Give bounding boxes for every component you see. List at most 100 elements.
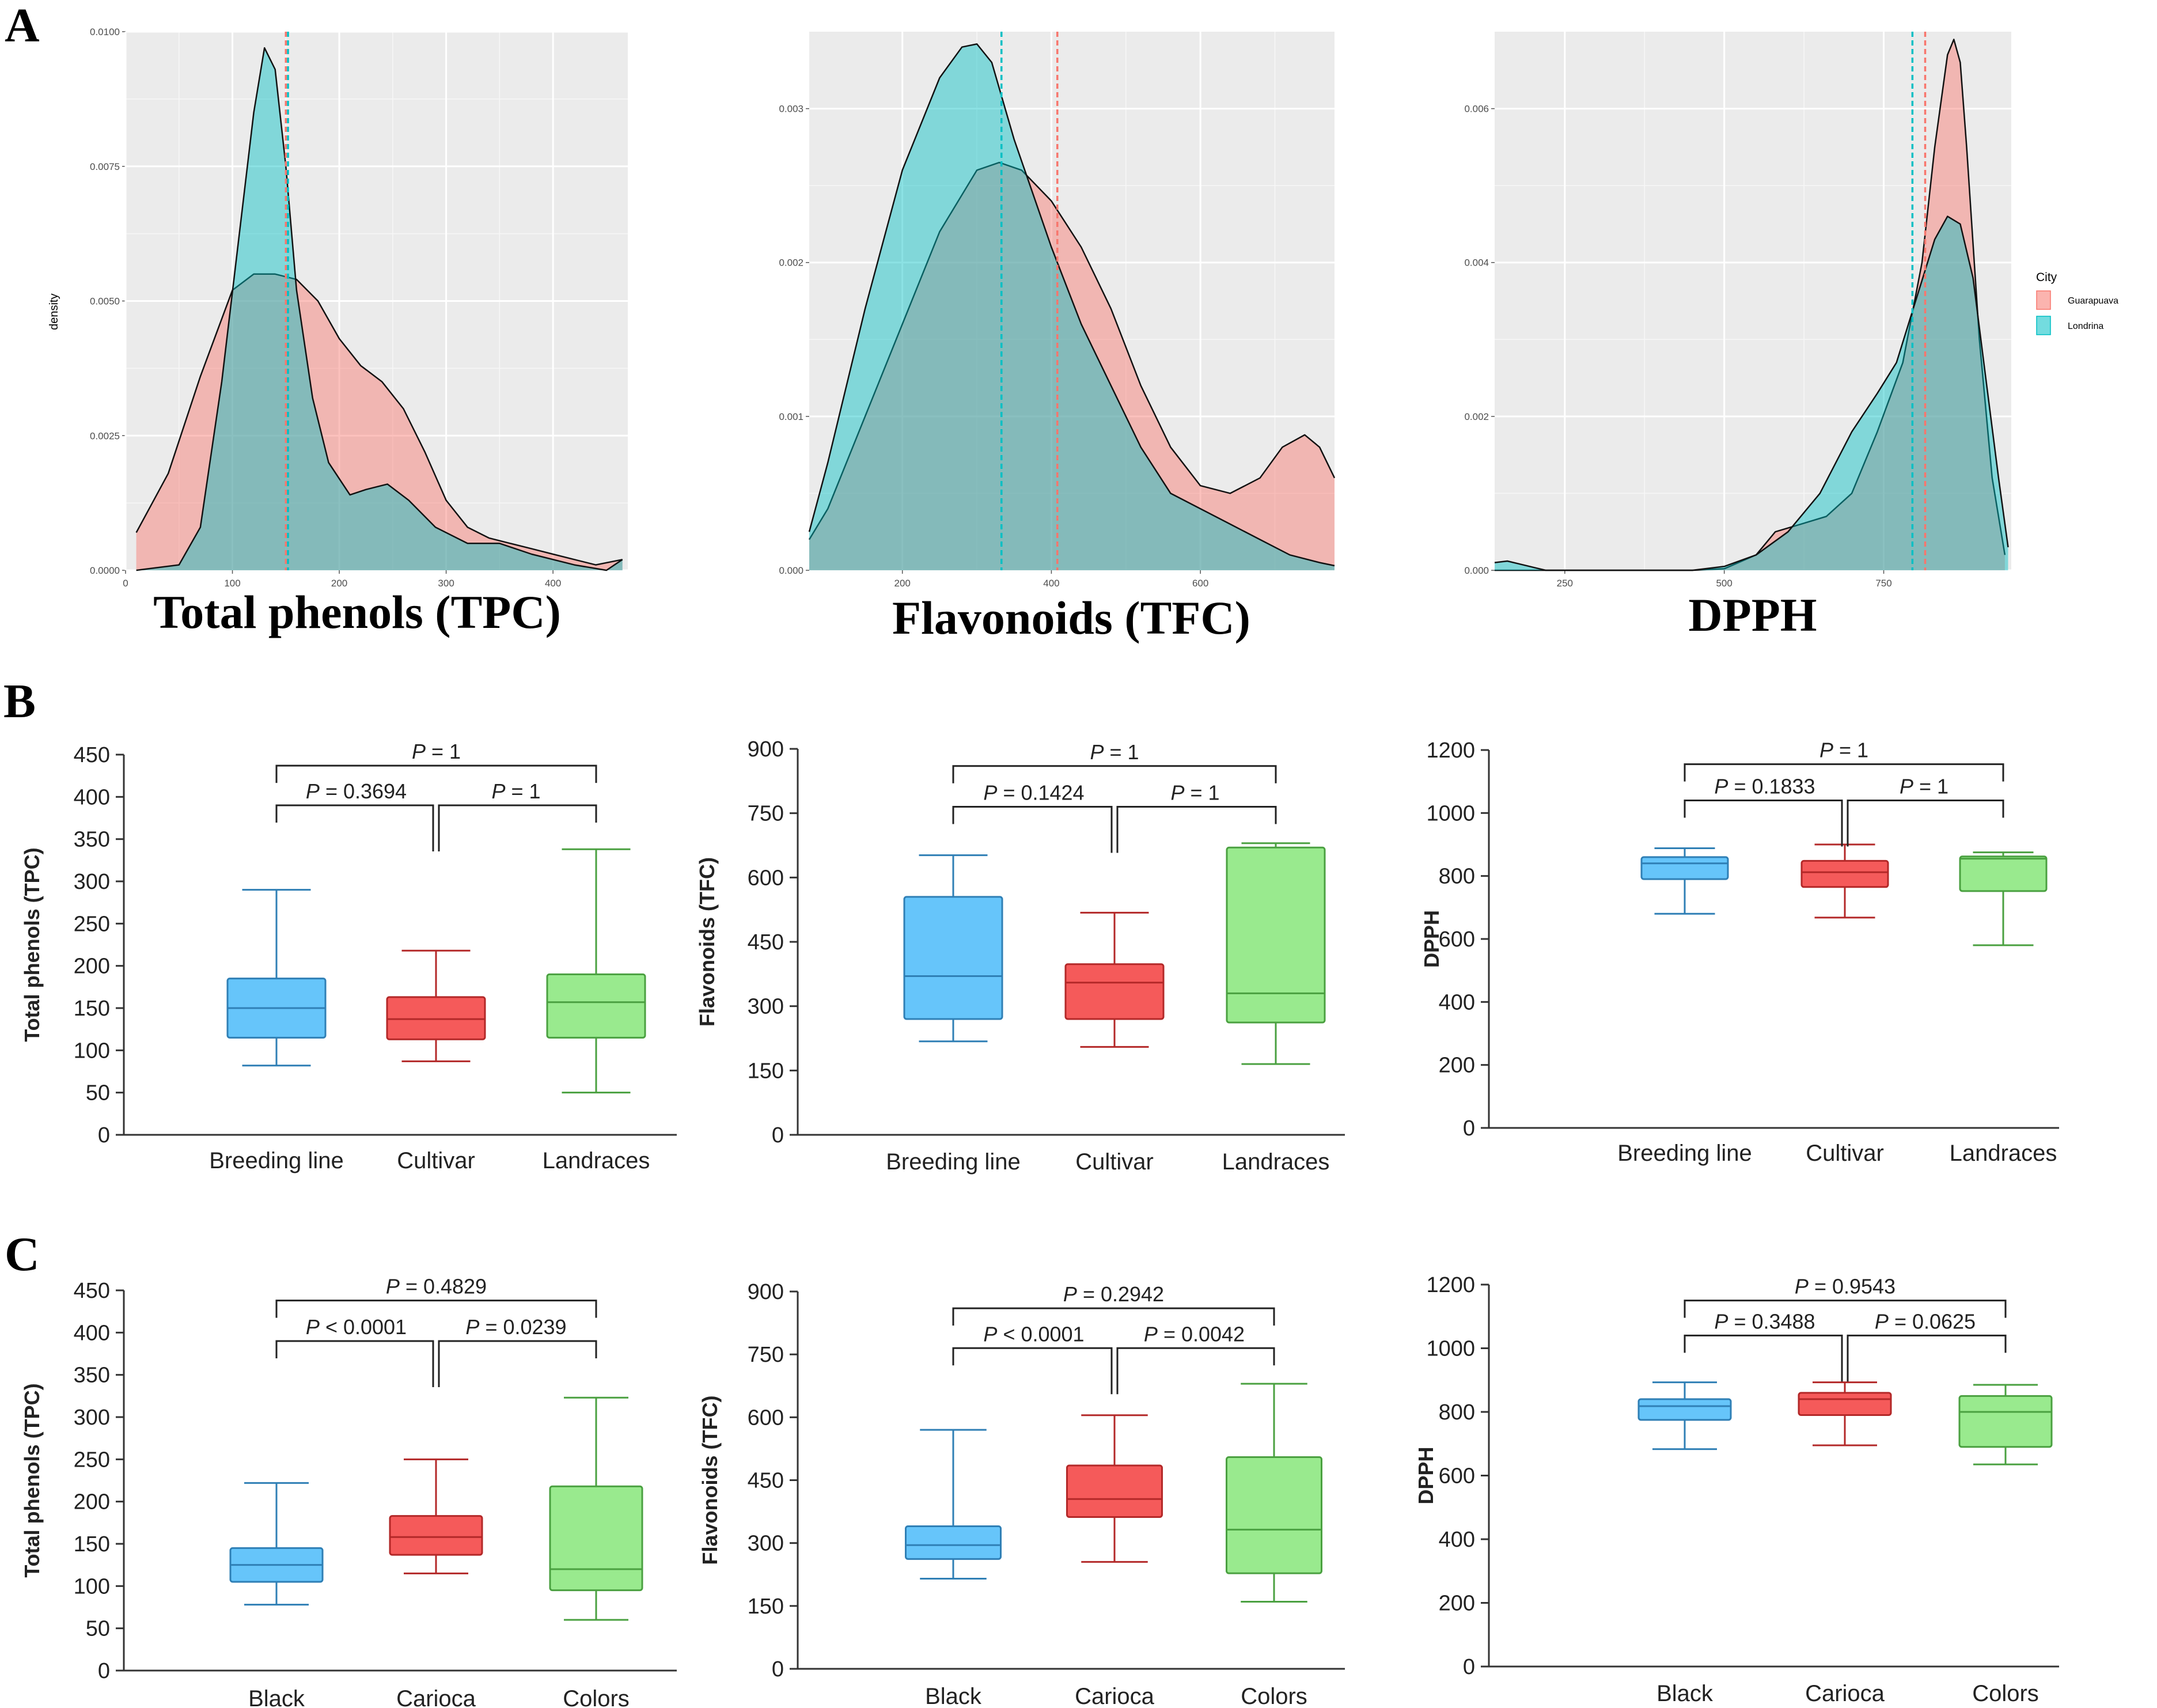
density-line-guarapuava bbox=[808, 161, 1336, 540]
x-tick-label: 0 bbox=[123, 578, 128, 589]
y-tick-label: 50 bbox=[86, 1617, 110, 1641]
y-tick-label: 0.0025 bbox=[90, 430, 120, 441]
bracket-inner-left bbox=[1684, 799, 1843, 847]
y-tick-label: 200 bbox=[1439, 1054, 1475, 1078]
y-tick-label: 300 bbox=[74, 1406, 110, 1430]
p-value-inner-left: P < 0.0001 bbox=[306, 1315, 407, 1339]
y-tick-label: 0 bbox=[98, 1123, 110, 1147]
y-tick-label: 450 bbox=[74, 1279, 110, 1303]
y-axis-label: DPPH bbox=[1414, 1446, 1438, 1504]
category-label: Black bbox=[1656, 1681, 1714, 1706]
category-label: Colors bbox=[1972, 1681, 2039, 1706]
density-area-londrina bbox=[809, 44, 1335, 570]
box-cultivar bbox=[1800, 859, 1889, 888]
box-colors bbox=[1958, 1395, 2053, 1448]
y-tick-label: 1000 bbox=[1426, 1337, 1475, 1361]
y-tick-label: 450 bbox=[74, 743, 110, 767]
x-tick-label: 200 bbox=[331, 578, 347, 589]
box-carioca bbox=[389, 1515, 483, 1556]
chart-title: Flavonoids (TFC) bbox=[892, 592, 1250, 644]
bracket-outer bbox=[952, 765, 1277, 783]
box-carioca bbox=[1066, 1464, 1163, 1518]
legend-label-londrina: Londrina bbox=[2068, 321, 2103, 331]
y-tick-label: 200 bbox=[1439, 1592, 1475, 1616]
p-value-inner-left: P = 0.3694 bbox=[306, 779, 407, 803]
y-tick-label: 450 bbox=[748, 1469, 784, 1493]
y-axis-label: density bbox=[48, 294, 60, 330]
chart-title: Total phenols (TPC) bbox=[153, 586, 561, 638]
y-tick-label: 0.006 bbox=[1464, 104, 1489, 115]
legend-label-guarapuava: Guarapuava bbox=[2068, 296, 2118, 306]
x-tick-label: 400 bbox=[1043, 578, 1059, 589]
category-label: Breeding line bbox=[209, 1148, 344, 1173]
density-line-londrina bbox=[1494, 215, 2009, 571]
chart-title: DPPH bbox=[1688, 589, 1817, 641]
x-tick-label: 600 bbox=[1192, 578, 1208, 589]
category-label: Carioca bbox=[1075, 1684, 1155, 1708]
y-tick-label: 100 bbox=[74, 1574, 110, 1599]
category-label: Cultivar bbox=[1806, 1141, 1884, 1166]
y-tick-label: 0.002 bbox=[1464, 411, 1489, 422]
box-landraces bbox=[546, 973, 646, 1039]
box-breeding-line bbox=[1640, 856, 1729, 880]
y-tick-label: 300 bbox=[74, 870, 110, 894]
panel-letter-a: A bbox=[5, 0, 40, 52]
y-tick-label: 1200 bbox=[1426, 739, 1475, 763]
category-label: Breeding line bbox=[886, 1149, 1021, 1175]
density-area-guarapuava bbox=[1495, 39, 2005, 570]
x-tick-label: 400 bbox=[545, 578, 561, 589]
p-value-outer: P = 0.2942 bbox=[1063, 1282, 1164, 1306]
panel-letter-b: B bbox=[3, 675, 36, 728]
y-tick-label: 600 bbox=[748, 866, 784, 890]
p-value-outer: P = 1 bbox=[1090, 740, 1139, 764]
x-tick-label: 250 bbox=[1557, 578, 1573, 589]
box-black bbox=[1637, 1398, 1732, 1421]
legend-title: City bbox=[2036, 271, 2057, 284]
boxplot-dpph-by-color: 0 200 400 600 800 1000 1200 DPPH Black Carioca Col… bbox=[1414, 1273, 2059, 1706]
y-tick-label: 400 bbox=[74, 785, 110, 809]
density-area-londrina bbox=[136, 48, 623, 571]
bracket-outer bbox=[275, 1300, 597, 1318]
bracket-inner-left bbox=[1684, 1334, 1843, 1382]
boxplot-dpph-by-type: 0 200 400 600 800 1000 1200 DPPH Breeding line Cu… bbox=[1420, 739, 2059, 1166]
bracket-inner-right bbox=[438, 1340, 597, 1387]
y-tick-label: 0 bbox=[1463, 1655, 1475, 1679]
category-label: Black bbox=[248, 1686, 305, 1708]
density-line-guarapuava bbox=[1495, 39, 2006, 571]
x-tick-label: 500 bbox=[1716, 578, 1732, 589]
y-tick-label: 0 bbox=[1463, 1116, 1475, 1141]
density-line-londrina bbox=[808, 43, 1335, 567]
density-area-guarapuava bbox=[136, 274, 623, 570]
y-tick-label: 400 bbox=[1439, 1528, 1475, 1552]
legend-swatch-londrina bbox=[2036, 316, 2051, 335]
bracket-inner-left bbox=[275, 804, 434, 851]
boxplot-tpc-by-type: 0 50 100 150 200 250 300 350 400 450 Total phenols… bbox=[20, 740, 677, 1173]
p-value-inner-right: P = 1 bbox=[1170, 781, 1219, 805]
box-cultivar bbox=[1064, 963, 1165, 1020]
y-tick-label: 300 bbox=[748, 1532, 784, 1556]
y-tick-label: 300 bbox=[748, 995, 784, 1019]
p-value-inner-right: P = 0.0239 bbox=[465, 1315, 566, 1339]
density-line-guarapuava bbox=[135, 273, 623, 566]
p-value-outer: P = 0.9543 bbox=[1795, 1275, 1896, 1298]
bracket-outer bbox=[1684, 1300, 2007, 1318]
boxplot-tpc-by-color: 0 50 100 150 200 250 300 350 400 450 Total phenols… bbox=[20, 1275, 677, 1708]
y-tick-label: 0.0100 bbox=[90, 26, 120, 37]
category-label: Cultivar bbox=[1075, 1149, 1154, 1175]
x-tick-label: 100 bbox=[224, 578, 240, 589]
x-tick-label: 300 bbox=[438, 578, 454, 589]
p-value-inner-right: P = 1 bbox=[491, 779, 540, 803]
y-tick-label: 600 bbox=[1439, 927, 1475, 952]
y-tick-label: 50 bbox=[86, 1081, 110, 1105]
category-label: Colors bbox=[563, 1686, 630, 1708]
y-tick-label: 400 bbox=[1439, 990, 1475, 1014]
p-value-inner-left: P < 0.0001 bbox=[983, 1322, 1084, 1346]
density-chart-tfc: 0.000 0.001 0.002 0.003 200 400 600 Flavonoids … bbox=[779, 32, 1336, 644]
y-tick-label: 100 bbox=[74, 1039, 110, 1063]
city-legend: City Guarapuava Londrina bbox=[2036, 271, 2118, 335]
box-black bbox=[905, 1525, 1002, 1560]
y-tick-label: 400 bbox=[74, 1321, 110, 1345]
box-colors bbox=[549, 1485, 643, 1592]
density-chart-dpph: 0.000 0.002 0.004 0.006 250 500 750 DPPH bbox=[1464, 32, 2011, 641]
